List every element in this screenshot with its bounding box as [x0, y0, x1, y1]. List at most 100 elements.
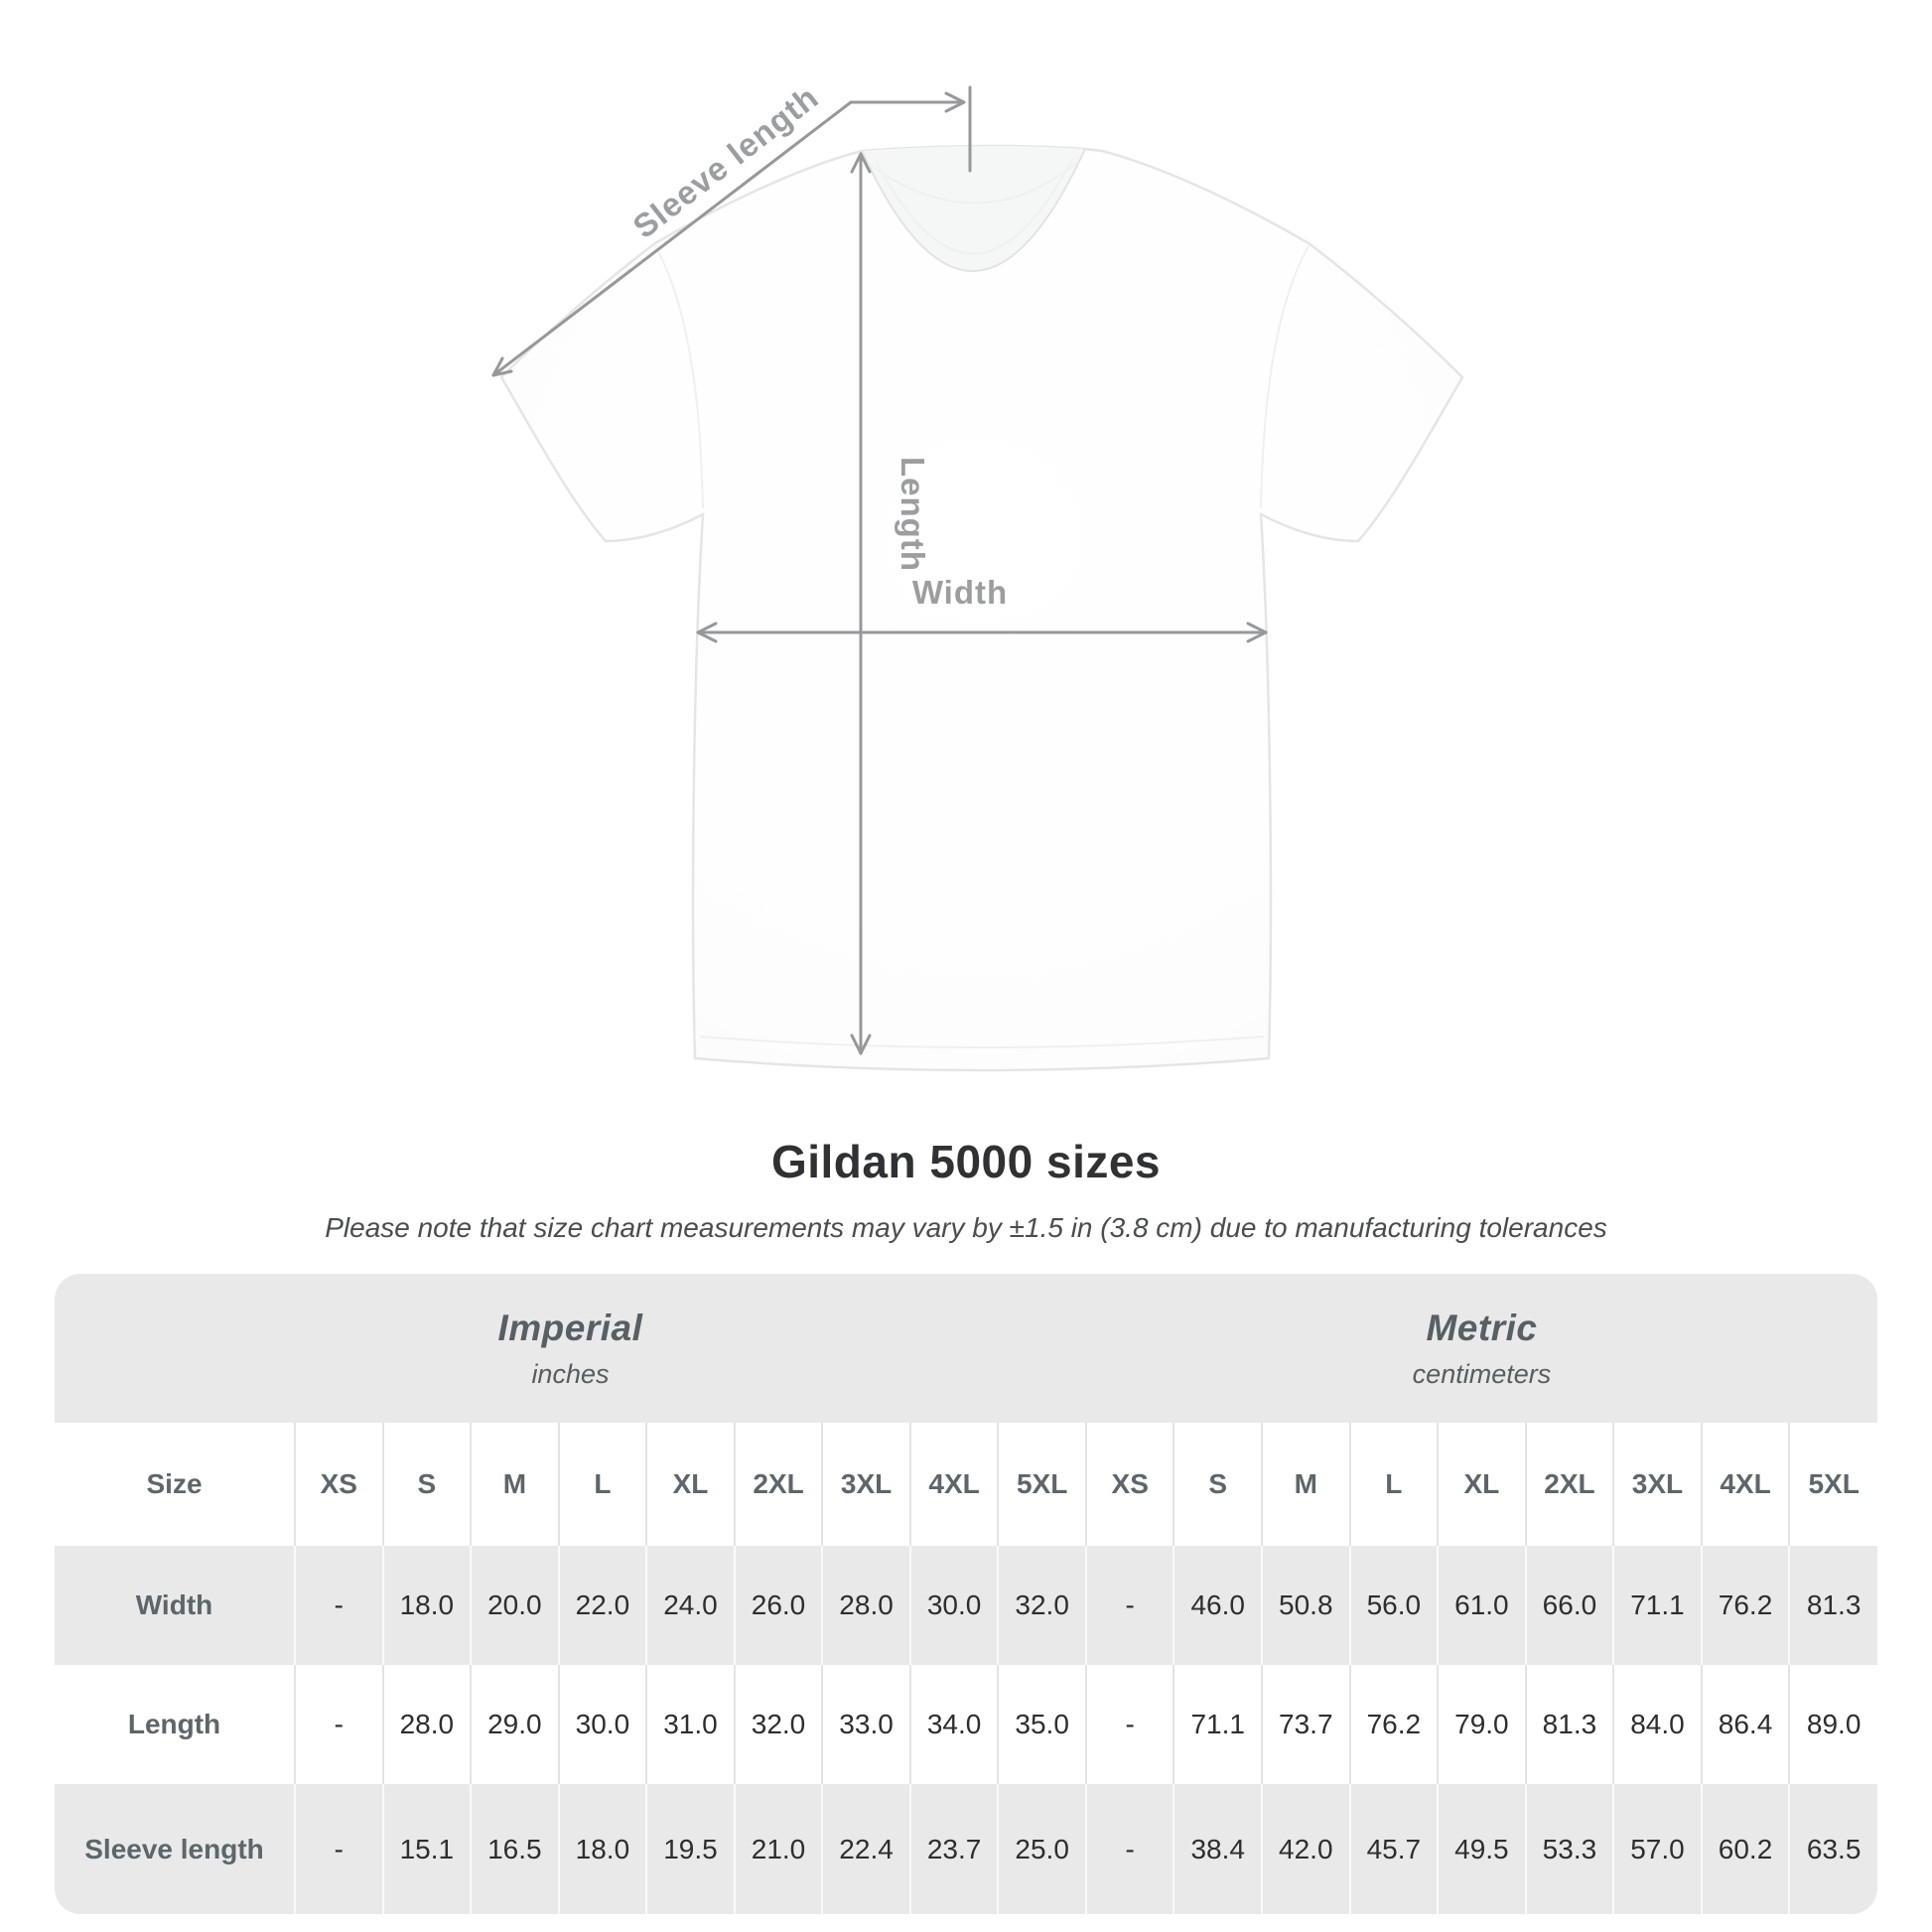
table-cell: 73.7 [1261, 1665, 1350, 1784]
table-cell: 19.5 [645, 1784, 735, 1914]
table-row-length: Length -28.0 29.0 30.0 31.0 32.0 33.0 34.0 35.0-… [55, 1665, 1877, 1784]
size-col-header-metric-s: S [1173, 1423, 1263, 1546]
size-col-header-metric-m: M [1261, 1423, 1350, 1546]
table-cell: 32.0 [733, 1665, 823, 1784]
width-dimension: Width [696, 574, 1268, 643]
length-label: Length [895, 457, 931, 572]
table-cell: 66.0 [1524, 1546, 1614, 1665]
tshirt-graphic [499, 144, 1464, 1072]
table-cell: 60.2 [1700, 1784, 1790, 1914]
size-col-header-imperial-m: M [470, 1423, 559, 1546]
size-col-header-imperial-4xl: 4XL [908, 1423, 999, 1546]
back-collar-edge [868, 161, 1079, 205]
tolerance-note: Please note that size chart measurements… [325, 1212, 1607, 1243]
table-cell: 21.0 [733, 1784, 823, 1914]
row-header: Length [127, 1709, 221, 1739]
size-col-header-imperial-xs: XS [294, 1423, 383, 1546]
size-col-header-metric-2xl: 2XL [1524, 1423, 1614, 1546]
table-cell: 53.3 [1524, 1784, 1614, 1914]
sleeve-length-line [491, 100, 963, 377]
table-cell: 28.0 [821, 1546, 910, 1665]
metric-group-header: Metric centimeters [1085, 1274, 1877, 1423]
metric-unit-label: centimeters [1412, 1358, 1552, 1389]
table-cell: 33.0 [821, 1665, 910, 1784]
size-col-header-imperial-3xl: 3XL [821, 1423, 910, 1546]
table-cell: - [294, 1546, 383, 1665]
right-armhole-seam [1260, 245, 1310, 509]
imperial-label: Imperial [497, 1307, 643, 1348]
page-title: Gildan 5000 sizes [770, 1136, 1162, 1187]
table-cell: 84.0 [1612, 1665, 1702, 1784]
table-cell: 25.0 [997, 1784, 1086, 1914]
size-col-header-metric-3xl: 3XL [1612, 1423, 1702, 1546]
left-armhole-seam [654, 245, 704, 509]
table-cell: 50.8 [1261, 1546, 1350, 1665]
tshirt-measurement-diagram: Sleeve length Length Width [491, 78, 1464, 1072]
table-cell: 22.0 [557, 1546, 647, 1665]
size-header-row: Size XS S M L XL 2XL 3XL 4XL 5XL XS S M L XL 2XL 3XL 4XL… [55, 1423, 1877, 1546]
size-col-header-imperial-s: S [381, 1423, 472, 1546]
table-cell: 22.4 [821, 1784, 910, 1914]
table-cell: 45.7 [1348, 1784, 1439, 1914]
unit-group-header-row: Imperial inches Metric centimeters [55, 1274, 1877, 1423]
table-cell: - [294, 1784, 383, 1914]
table-cell: 76.2 [1700, 1546, 1790, 1665]
table-cell: 81.3 [1524, 1665, 1614, 1784]
table-cell: - [294, 1665, 383, 1784]
hem-stitch [699, 1035, 1265, 1048]
table-row-sleeve-length: Sleeve length -15.1 16.5 18.0 19.5 21.0 22.4 23… [55, 1784, 1877, 1914]
table-cell: 29.0 [470, 1665, 559, 1784]
table-cell: 26.0 [733, 1546, 823, 1665]
table-cell: 81.3 [1788, 1546, 1877, 1665]
table-cell: 15.1 [381, 1784, 472, 1914]
size-col-header-metric-xl: XL [1437, 1423, 1526, 1546]
table-cell: 30.0 [908, 1546, 999, 1665]
size-col-header-metric-4xl: 4XL [1700, 1423, 1790, 1546]
table-cell: 28.0 [381, 1665, 472, 1784]
metric-label: Metric [1426, 1307, 1538, 1348]
table-cell: 23.7 [908, 1784, 999, 1914]
table-row-width: Width -18.0 20.0 22.0 24.0 26.0 28.0 30.0 32.0-4… [55, 1546, 1877, 1665]
table-cell: 56.0 [1348, 1546, 1439, 1665]
table-cell: - [1084, 1665, 1174, 1784]
table-cell: 18.0 [557, 1784, 647, 1914]
collar-outer-edge [861, 148, 1086, 272]
table-cell: 31.0 [645, 1665, 735, 1784]
size-col-header-metric-5xl: 5XL [1788, 1423, 1877, 1546]
table-cell: 34.0 [908, 1665, 999, 1784]
table-cell: 38.4 [1173, 1784, 1263, 1914]
collar-inner-edge [875, 158, 1073, 255]
size-table: Imperial inches Metric centimeters Size … [55, 1274, 1877, 1914]
row-header: Sleeve length [84, 1833, 264, 1864]
table-cell: 71.1 [1173, 1665, 1263, 1784]
table-cell: - [1084, 1784, 1174, 1914]
tshirt-outline [499, 144, 1464, 1072]
width-arrowhead-left [696, 621, 718, 643]
length-dimension: Length [850, 152, 931, 1055]
size-col-header-imperial-5xl: 5XL [997, 1423, 1086, 1546]
table-cell: 32.0 [997, 1546, 1086, 1665]
table-cell: 79.0 [1437, 1665, 1526, 1784]
table-cell: 76.2 [1348, 1665, 1439, 1784]
table-cell: 46.0 [1173, 1546, 1263, 1665]
size-column-header: Size [55, 1423, 295, 1546]
table-cell: 71.1 [1612, 1546, 1702, 1665]
size-col-header-imperial-l: L [557, 1423, 647, 1546]
row-header: Width [135, 1589, 213, 1620]
table-cell: 63.5 [1788, 1784, 1877, 1914]
table-cell: 42.0 [1261, 1784, 1350, 1914]
table-cell: 24.0 [645, 1546, 735, 1665]
table-cell: 49.5 [1437, 1784, 1526, 1914]
size-col-header-metric-xs: XS [1084, 1423, 1174, 1546]
width-arrowhead-right [1246, 621, 1268, 643]
length-arrowhead-top [850, 152, 872, 174]
table-cell: 89.0 [1788, 1665, 1877, 1784]
size-col-header-imperial-2xl: 2XL [733, 1423, 823, 1546]
table-cell: - [1084, 1546, 1174, 1665]
width-label: Width [912, 574, 1008, 611]
table-cell: 30.0 [557, 1665, 647, 1784]
table-cell: 57.0 [1612, 1784, 1702, 1914]
table-cell: 35.0 [997, 1665, 1086, 1784]
size-col-header-metric-l: L [1348, 1423, 1439, 1546]
size-chart-table-container: Imperial inches Metric centimeters Size … [55, 1274, 1877, 1914]
